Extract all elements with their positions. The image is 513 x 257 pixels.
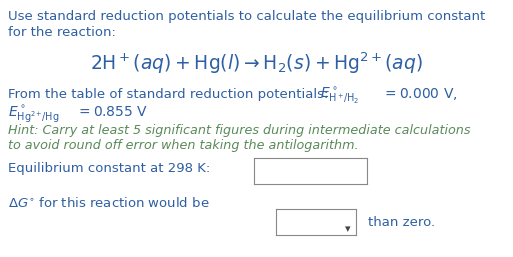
Text: $\Delta G^{\circ}$ for this reaction would be: $\Delta G^{\circ}$ for this reaction wou… bbox=[8, 196, 210, 210]
Text: Use standard reduction potentials to calculate the equilibrium constant: Use standard reduction potentials to cal… bbox=[8, 10, 485, 23]
Text: $2\mathrm{H}^+(aq) + \mathrm{Hg}(\mathit{l}) \rightarrow \mathrm{H_2}(s) + \math: $2\mathrm{H}^+(aq) + \mathrm{Hg}(\mathit… bbox=[90, 50, 423, 76]
Text: for the reaction:: for the reaction: bbox=[8, 26, 116, 39]
Text: Equilibrium constant at 298 K:: Equilibrium constant at 298 K: bbox=[8, 162, 210, 175]
Text: $= 0.855\ \mathrm{V}$: $= 0.855\ \mathrm{V}$ bbox=[76, 105, 148, 119]
Text: $E^\circ_{\mathrm{Hg^{2+}\!/Hg}}$: $E^\circ_{\mathrm{Hg^{2+}\!/Hg}}$ bbox=[8, 104, 60, 125]
Text: $E^\circ_{\mathrm{H^+\!/H_2}}$: $E^\circ_{\mathrm{H^+\!/H_2}}$ bbox=[320, 85, 360, 106]
Text: From the table of standard reduction potentials:: From the table of standard reduction pot… bbox=[8, 88, 332, 101]
Text: than zero.: than zero. bbox=[368, 216, 435, 229]
Text: to avoid round off error when taking the antilogarithm.: to avoid round off error when taking the… bbox=[8, 139, 359, 152]
Text: $= 0.000\ \mathrm{V},$: $= 0.000\ \mathrm{V},$ bbox=[382, 86, 458, 102]
Text: Hint: Carry at least 5 significant figures during intermediate calculations: Hint: Carry at least 5 significant figur… bbox=[8, 124, 470, 137]
Text: ▾: ▾ bbox=[345, 224, 350, 234]
